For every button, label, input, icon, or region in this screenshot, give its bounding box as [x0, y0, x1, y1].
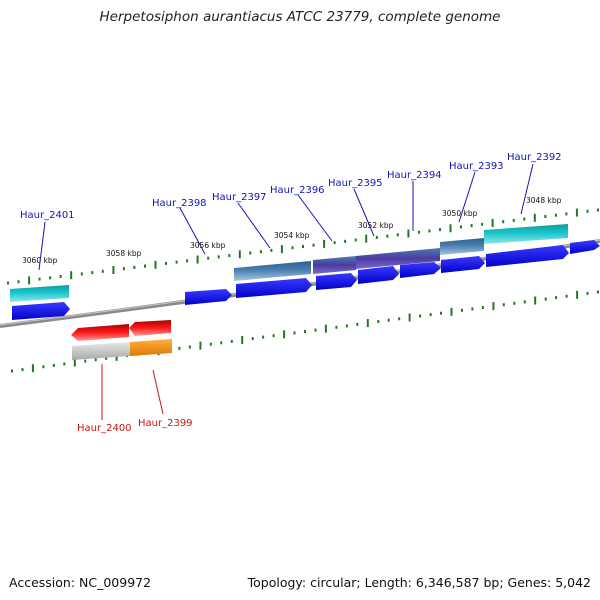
feature-bar-gray[interactable]	[72, 342, 130, 360]
forward-gene-labels: Haur_2401 Haur_2398 Haur_2397 Haur_2396 …	[20, 152, 562, 221]
map-title: Herpetosiphon aurantiacus ATCC 23779, co…	[99, 9, 501, 25]
leader-line	[353, 188, 375, 237]
leader-line	[458, 171, 476, 223]
cds-arrow[interactable]	[316, 273, 357, 290]
reverse-leader-lines	[101, 364, 164, 420]
reverse-gene-labels: Haur_2400 Haur_2399	[77, 418, 193, 434]
leader-line	[520, 163, 534, 215]
gene-label-haur-2392[interactable]: Haur_2392	[507, 152, 562, 163]
scale-label: 3056 kbp	[190, 241, 226, 250]
reverse-cds-arrows	[71, 320, 171, 341]
scale-label: 3054 kbp	[274, 231, 310, 240]
feature-bar-steel[interactable]	[234, 261, 311, 281]
gene-label-haur-2396[interactable]: Haur_2396	[270, 185, 325, 196]
cds-arrow[interactable]	[12, 302, 70, 320]
gene-label-haur-2398[interactable]: Haur_2398	[152, 198, 207, 209]
accession-text: Accession: NC_009972	[9, 575, 152, 590]
scale-label: 3058 kbp	[106, 249, 142, 258]
cds-arrow[interactable]	[400, 262, 441, 278]
cds-arrow-reverse[interactable]	[129, 320, 171, 336]
gene-label-haur-2395[interactable]: Haur_2395	[328, 178, 383, 189]
feature-bar-cyan[interactable]	[484, 224, 568, 244]
feature-bar-indigo[interactable]	[356, 248, 440, 269]
leader-line	[237, 202, 271, 249]
cds-arrow[interactable]	[358, 266, 399, 284]
scale-label: 3048 kbp	[526, 196, 562, 205]
cds-arrow-reverse[interactable]	[71, 324, 129, 341]
feature-bar-cyan[interactable]	[10, 285, 69, 302]
feature-bar-steel[interactable]	[440, 238, 484, 255]
topology-text: Topology: circular; Length: 6,346,587 bp…	[247, 575, 591, 590]
reverse-feature-bars	[72, 339, 172, 360]
gene-label-haur-2400[interactable]: Haur_2400	[77, 423, 132, 434]
cds-arrow[interactable]	[486, 245, 569, 267]
forward-feature-bars	[10, 224, 568, 302]
leader-line	[152, 369, 164, 415]
gene-label-haur-2393[interactable]: Haur_2393	[449, 161, 504, 172]
gene-label-haur-2394[interactable]: Haur_2394	[387, 170, 442, 181]
leader-line	[297, 194, 333, 242]
scale-label: 3050 kbp	[442, 209, 478, 218]
feature-bar-indigo[interactable]	[313, 256, 356, 274]
forward-cds-arrows	[12, 240, 600, 320]
scale-label: 3052 kbp	[358, 221, 394, 230]
cds-arrow[interactable]	[570, 240, 600, 254]
gene-label-haur-2397[interactable]: Haur_2397	[212, 192, 267, 203]
scale-ticks-upper	[7, 208, 599, 285]
feature-bar-orange[interactable]	[130, 339, 172, 356]
gene-label-haur-2401[interactable]: Haur_2401	[20, 210, 75, 221]
leader-line	[179, 207, 206, 255]
forward-leader-lines	[38, 163, 534, 271]
cds-arrow[interactable]	[441, 256, 485, 273]
cds-arrow[interactable]	[236, 278, 312, 298]
gene-label-haur-2399[interactable]: Haur_2399	[138, 418, 193, 429]
leader-line	[38, 221, 46, 271]
cds-arrow[interactable]	[185, 289, 232, 305]
scale-labels: 3060 kbp 3058 kbp 3056 kbp 3054 kbp 3052…	[22, 196, 562, 265]
